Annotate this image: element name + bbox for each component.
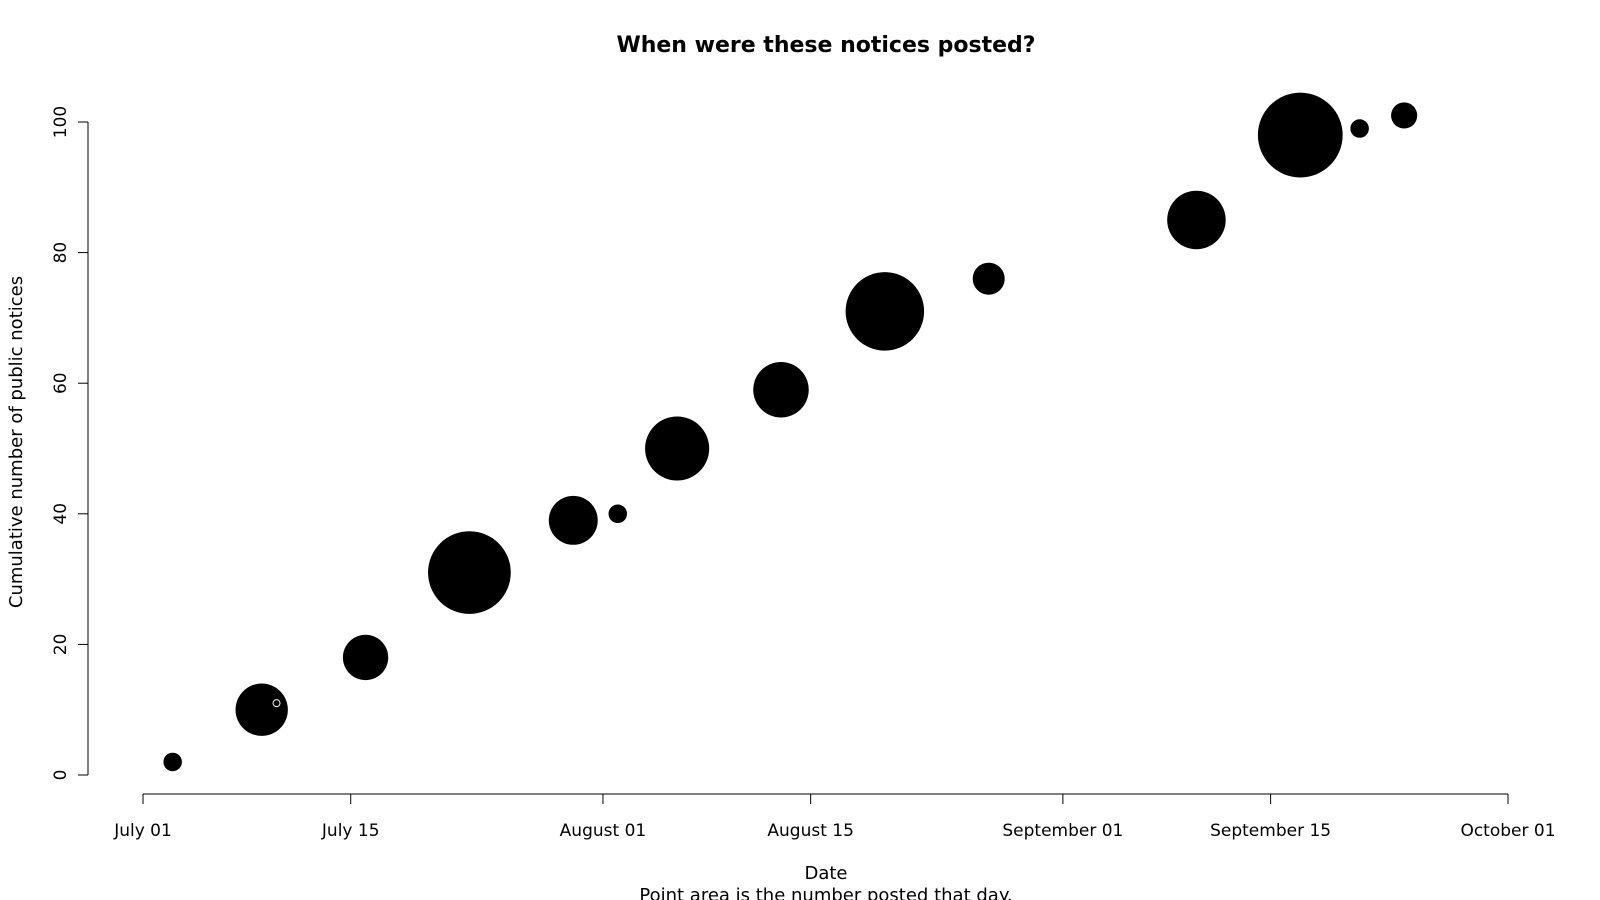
y-axis: 0 20 40 60 80 100: [51, 106, 89, 781]
chart-title: When were these notices posted?: [616, 33, 1035, 58]
y-tick-label: 20: [51, 634, 71, 656]
data-point: [1167, 190, 1226, 250]
data-point: [753, 361, 809, 418]
y-tick-label: 100: [51, 106, 71, 138]
y-tick-label: 0: [51, 770, 71, 781]
y-tick-label: 40: [51, 503, 71, 525]
y-tick-label: 80: [51, 242, 71, 264]
data-point: [342, 634, 389, 681]
x-tick-label: July 01: [113, 821, 172, 841]
data-point: [548, 495, 598, 545]
data-point: [645, 416, 710, 481]
x-tick-label: September 15: [1210, 821, 1331, 841]
y-axis-label: Cumulative number of public notices: [6, 276, 27, 608]
data-point: [272, 699, 281, 708]
data-point: [235, 683, 288, 736]
x-tick-label: August 15: [767, 821, 854, 841]
data-point: [1391, 102, 1418, 129]
x-axis: July 01 July 15 August 01 August 15 Septembe…: [113, 793, 1556, 841]
data-point: [428, 531, 511, 614]
data-point: [1257, 92, 1343, 178]
y-tick-label: 60: [51, 372, 71, 394]
x-axis-label: Date: [804, 863, 847, 884]
x-tick-label: September 01: [1002, 821, 1123, 841]
data-point: [163, 752, 182, 772]
x-tick-label: August 01: [560, 821, 647, 841]
data-point: [972, 262, 1005, 295]
data-point: [1350, 119, 1369, 138]
chart-subtitle: Point area is the number posted that day…: [639, 885, 1012, 900]
data-point: [608, 504, 628, 524]
x-tick-label: July 15: [321, 821, 380, 841]
x-tick-label: October 01: [1460, 821, 1555, 841]
data-points: [163, 92, 1418, 772]
data-point: [845, 272, 925, 351]
